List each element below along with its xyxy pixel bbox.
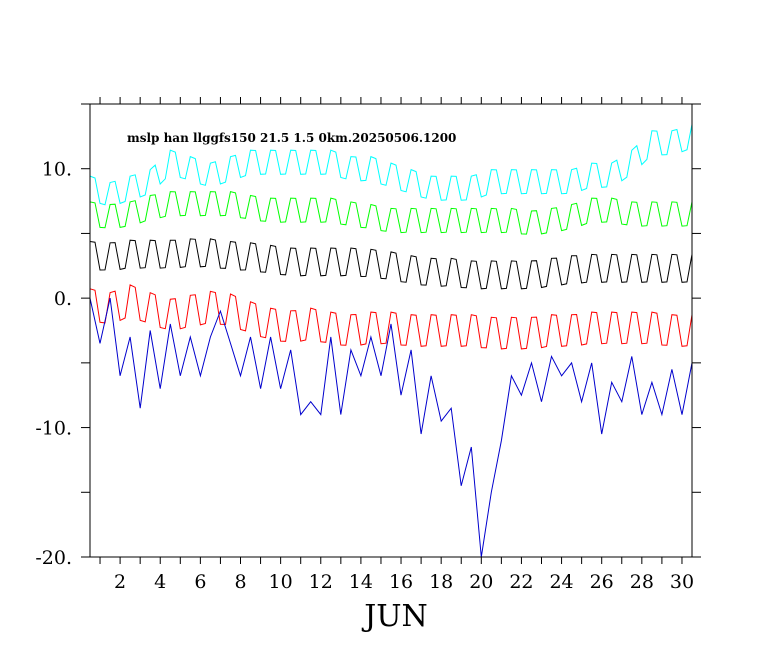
series-line-2 bbox=[89, 190, 693, 235]
series-layer bbox=[89, 124, 693, 558]
x-tick-label: 8 bbox=[234, 571, 246, 593]
x-tick-label: 26 bbox=[590, 571, 614, 593]
x-tick-label: 14 bbox=[349, 571, 373, 593]
x-tick-label: 28 bbox=[630, 571, 654, 593]
y-tick-label: 10. bbox=[42, 159, 72, 181]
series-line-1 bbox=[89, 124, 693, 206]
y-tick-label: -10. bbox=[35, 418, 72, 440]
y-tick-label: 0. bbox=[54, 288, 72, 310]
series-line-4 bbox=[89, 284, 693, 350]
series-line-3 bbox=[89, 238, 693, 290]
x-tick-label: 10 bbox=[269, 571, 293, 593]
x-tick-label: 24 bbox=[549, 571, 573, 593]
y-tick-label: -20. bbox=[35, 547, 72, 569]
x-tick-label: 20 bbox=[469, 571, 493, 593]
x-tick-label: 6 bbox=[194, 571, 206, 593]
x-tick-label: 2 bbox=[114, 571, 126, 593]
x-tick-label: 4 bbox=[154, 571, 166, 593]
x-axis-title: JUN bbox=[361, 599, 428, 634]
series-line-5 bbox=[89, 297, 693, 558]
axis-layer: 2 4 6 8 10 12 14 16 18 20 22 24 26 28 30-20.-10.0.10. bbox=[35, 97, 701, 593]
x-tick-label: 12 bbox=[309, 571, 333, 593]
x-tick-label: 30 bbox=[670, 571, 694, 593]
x-tick-label: 18 bbox=[429, 571, 453, 593]
x-tick-label: 16 bbox=[389, 571, 413, 593]
chart-title: mslp han llggfs150 21.5 1.5 0km.20250506… bbox=[127, 131, 456, 145]
x-tick-label: 22 bbox=[509, 571, 533, 593]
plot-frame bbox=[89, 103, 693, 558]
